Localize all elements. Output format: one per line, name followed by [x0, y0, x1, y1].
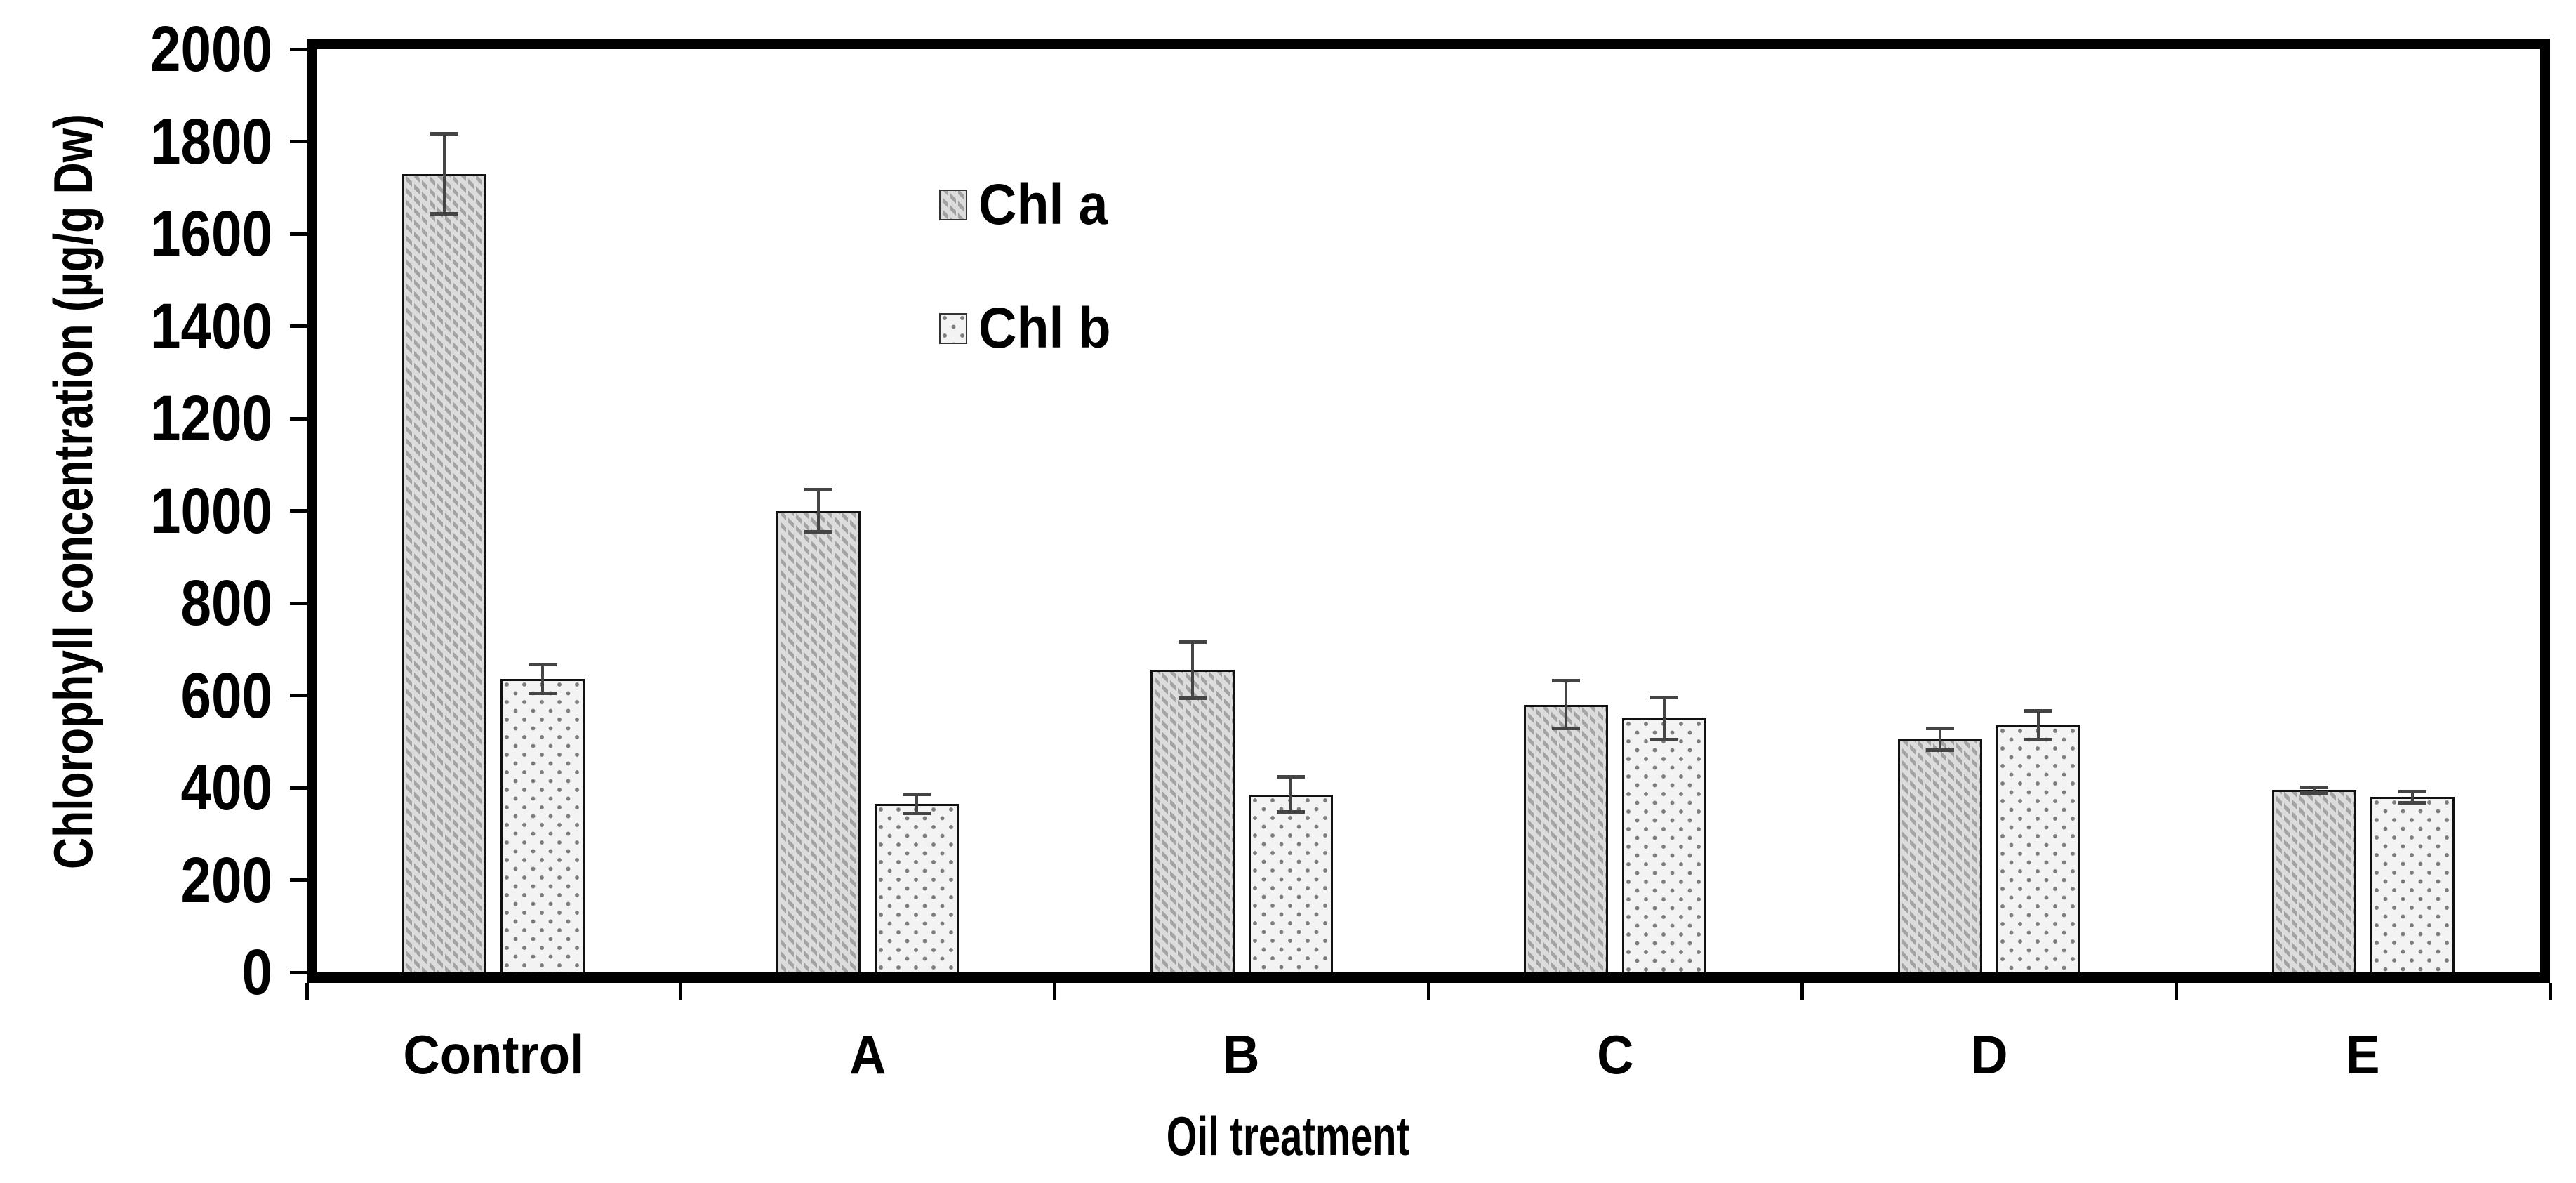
y-tick-mark	[290, 324, 307, 328]
x-tick-mark	[1426, 983, 1430, 1000]
legend: Chl a Chl b	[939, 173, 1122, 431]
x-tick-mark	[2174, 983, 2178, 1000]
legend-label-chl-b: Chl b	[978, 296, 1111, 360]
y-tick-label: 2000	[150, 13, 272, 85]
y-axis-title: Chlorophyll concentration (µg/g Dw)	[42, 114, 104, 869]
y-tick-mark	[290, 694, 307, 697]
category-label-b: B	[1223, 1024, 1260, 1085]
x-tick-mark	[305, 983, 309, 1000]
y-tick-mark	[290, 878, 307, 882]
chl-b-swatch-icon	[939, 313, 967, 344]
chl-a-swatch-icon	[939, 190, 967, 220]
category-label-c: C	[1597, 1024, 1634, 1085]
x-tick-mark	[679, 983, 683, 1000]
legend-item-chl-a: Chl a	[939, 173, 1122, 237]
y-tick-mark	[290, 416, 307, 421]
y-tick-mark	[290, 786, 307, 790]
y-tick-mark	[290, 970, 307, 974]
x-axis-title: Oil treatment	[1166, 1105, 1410, 1167]
legend-label-chl-a: Chl a	[978, 173, 1108, 237]
category-label-d: D	[1970, 1024, 2008, 1085]
category-label-control: Control	[403, 1024, 585, 1085]
y-tick-mark	[290, 47, 307, 51]
y-tick-mark	[290, 232, 307, 236]
x-tick-mark	[2548, 983, 2552, 1000]
plot-area	[307, 39, 2550, 983]
y-tick-label: 0	[241, 937, 272, 1008]
y-tick-mark	[290, 140, 307, 143]
y-tick-mark	[290, 509, 307, 513]
legend-item-chl-b: Chl b	[939, 296, 1122, 360]
category-label-e: E	[2346, 1024, 2380, 1085]
x-tick-mark	[1800, 983, 1805, 1000]
y-tick-mark	[290, 601, 307, 605]
category-label-a: A	[849, 1024, 887, 1085]
x-tick-mark	[1052, 983, 1056, 1000]
